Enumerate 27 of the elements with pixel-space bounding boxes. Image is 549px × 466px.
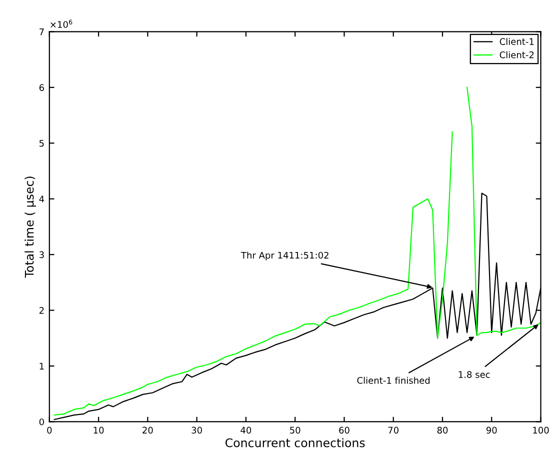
annotation: Client-1 finished [357, 376, 430, 384]
x-tick-label: 50 [290, 426, 300, 434]
text: ×10$^{6}$ [50, 20, 72, 28]
x-tick-label: 40 [240, 426, 252, 434]
x-tick-label: 20 [142, 426, 153, 434]
x-axis-title: Concurrent connections [226, 438, 365, 448]
y-tick-label: 5 [40, 140, 44, 147]
y-tick-label: 0 [39, 418, 44, 426]
x-tick-label: 80 [437, 426, 448, 434]
x-tick-label: 100 [533, 426, 549, 434]
y-tick-label: 2 [39, 307, 44, 314]
x-tick-label: 0 [47, 426, 52, 434]
legend-label: Client-2 [500, 51, 534, 58]
x-tick-label: 10 [94, 426, 104, 434]
y-tick-label: 7 [40, 28, 44, 36]
annotation: Thr Apr 1411:51:02 [240, 252, 328, 260]
annotation: 1.8 sec [458, 371, 490, 378]
y-tick-label: 6 [39, 84, 44, 91]
y-tick-label: 1 [40, 362, 44, 370]
legend-label: Client-1 [500, 38, 534, 45]
x-tick-label: 60 [339, 426, 350, 434]
y-axis-title: Total time ( µsec) [24, 176, 36, 278]
y-tick-label: 3 [39, 251, 44, 258]
x-tick-label: 70 [388, 426, 399, 434]
x-tick-label: 30 [192, 426, 202, 434]
y-tick-label: 4 [39, 196, 44, 202]
x-tick-label: 90 [486, 426, 497, 434]
